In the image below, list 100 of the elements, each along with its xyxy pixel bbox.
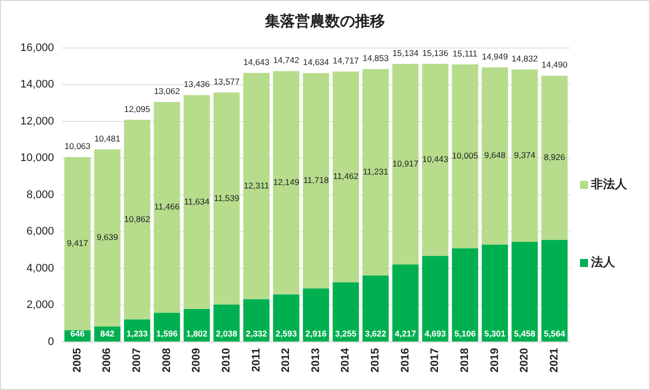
x-tick-label: 2010: [220, 348, 232, 372]
data-label: 11,718: [303, 175, 329, 186]
x-tick-label: 2008: [160, 348, 173, 372]
bar: [541, 240, 568, 342]
data-label: 2,038: [216, 328, 238, 338]
data-label: 3,622: [364, 328, 387, 338]
total-label: 14,853: [362, 53, 389, 64]
data-label: 8,926: [544, 152, 566, 162]
total-label: 14,634: [303, 57, 330, 68]
bar: [243, 72, 270, 300]
legend-label: 非法人: [590, 177, 628, 192]
x-tick-label: 2012: [280, 348, 292, 372]
data-label: 12,149: [273, 176, 300, 187]
total-label: 14,742: [273, 55, 300, 66]
data-label: 5,301: [484, 328, 506, 338]
bar: [273, 71, 300, 294]
bar: [422, 64, 448, 256]
x-tick-label: 2005: [71, 348, 84, 372]
x-tick-label: 2020: [518, 348, 531, 372]
data-label: 2,916: [305, 328, 327, 338]
bar: [392, 264, 419, 342]
data-label: 3,255: [335, 328, 357, 338]
data-label: 10,862: [124, 214, 150, 224]
x-tick-label: 2017: [429, 348, 442, 372]
x-tick-label: 2018: [458, 348, 471, 372]
data-label: 842: [100, 328, 115, 338]
y-tick-label: 0: [48, 336, 54, 348]
data-label: 4,693: [424, 328, 446, 338]
data-label: 9,374: [514, 150, 536, 160]
x-tick-label: 2021: [548, 348, 560, 372]
data-label: 1,802: [186, 328, 208, 338]
data-label: 11,634: [184, 196, 210, 206]
data-label: 2,593: [276, 328, 298, 338]
bar: [273, 294, 300, 342]
bar: [422, 256, 448, 342]
total-label: 15,111: [452, 48, 478, 58]
bar: [482, 244, 508, 342]
y-tick-label: 6,000: [26, 226, 54, 238]
total-label: 14,832: [512, 53, 538, 64]
total-label: 14,949: [482, 51, 508, 62]
x-tick-label: 2013: [310, 348, 322, 372]
data-label: 5,564: [544, 328, 566, 338]
data-label: 646: [70, 328, 85, 338]
bar: [124, 120, 150, 320]
bar: [482, 67, 508, 245]
bar: [452, 64, 478, 248]
data-label: 9,639: [96, 232, 118, 242]
data-label: 11,462: [333, 171, 359, 182]
data-label: 9,648: [484, 150, 506, 160]
bar: [392, 64, 419, 265]
x-tick-label: 2019: [488, 348, 501, 372]
x-tick-label: 2007: [131, 348, 144, 372]
x-tick-label: 2009: [190, 348, 203, 372]
total-label: 10,481: [94, 133, 121, 144]
y-tick-label: 14,000: [20, 78, 54, 91]
bar: [94, 149, 120, 327]
legend-label: 法人: [590, 255, 616, 270]
bar: [302, 73, 330, 288]
bar: [541, 76, 568, 240]
data-label: 1,233: [126, 328, 148, 338]
y-tick-label: 16,000: [20, 42, 54, 54]
total-label: 13,436: [184, 79, 210, 90]
bar: [213, 92, 240, 305]
bar: [64, 157, 91, 330]
x-tick-label: 2006: [101, 348, 114, 372]
y-tick-label: 2,000: [26, 299, 54, 312]
data-label: 5,106: [454, 328, 476, 338]
bar: [332, 282, 359, 342]
total-label: 15,136: [422, 48, 449, 58]
data-label: 10,917: [392, 158, 419, 168]
chart-title: 集落営農数の推移: [264, 13, 385, 30]
y-tick-label: 8,000: [26, 188, 54, 201]
data-label: 11,466: [154, 202, 180, 212]
bar: [184, 95, 210, 309]
total-label: 14,717: [332, 56, 360, 66]
data-label: 9,417: [66, 238, 88, 248]
bar: [512, 69, 538, 242]
y-tick-label: 4,000: [26, 262, 54, 274]
total-label: 14,490: [542, 60, 568, 70]
y-tick-label: 12,000: [20, 115, 54, 128]
total-label: 14,643: [243, 56, 270, 67]
x-tick-label: 2011: [250, 348, 262, 372]
bar: [332, 72, 359, 282]
bar: [302, 288, 330, 342]
bar: [362, 69, 389, 276]
data-label: 4,217: [394, 328, 416, 338]
data-label: 12,311: [244, 180, 270, 190]
x-tick-label: 2015: [370, 348, 382, 372]
total-label: 13,577: [214, 76, 240, 87]
x-tick-label: 2016: [399, 348, 412, 372]
data-label: 1,596: [156, 328, 178, 338]
data-label: 11,231: [362, 166, 389, 177]
data-label: 10,443: [422, 154, 449, 164]
bar: [362, 275, 389, 342]
bar: [512, 242, 538, 342]
total-label: 15,134: [392, 48, 419, 58]
bar: [243, 299, 270, 342]
total-label: 13,062: [154, 86, 180, 96]
y-tick-label: 10,000: [20, 152, 54, 164]
bar: [452, 248, 478, 342]
